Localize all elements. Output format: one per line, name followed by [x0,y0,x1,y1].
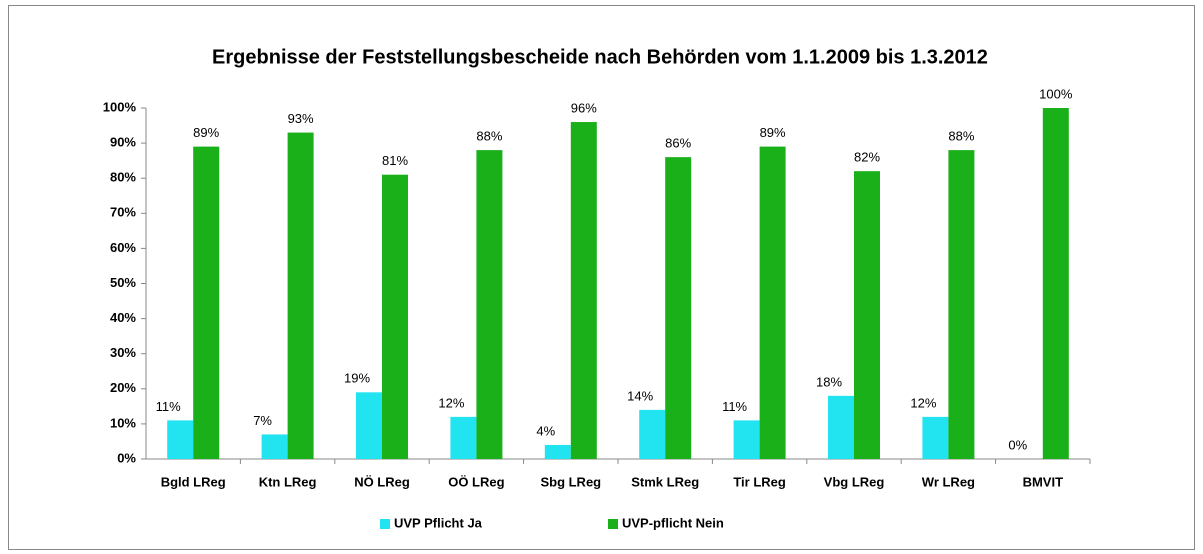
data-label: 18% [816,374,842,389]
data-label: 12% [438,395,464,410]
x-tick-label: Stmk LReg [631,474,699,489]
x-tick-label: Bgld LReg [161,474,226,489]
data-label: 96% [571,100,597,115]
bar [450,416,477,459]
x-tick-label: Tir LReg [733,474,786,489]
y-tick-label: 100% [103,99,137,114]
legend-label: UVP-pflicht Nein [622,515,724,530]
x-tick-label: Wr LReg [922,474,975,489]
bar [733,420,760,459]
legend-swatch [608,519,618,529]
bar [193,146,220,460]
data-label: 11% [156,399,181,414]
bar [759,146,786,460]
y-tick-label: 60% [110,240,136,255]
x-tick-label: Sbg LReg [540,474,601,489]
bar [1042,108,1069,459]
data-label: 19% [344,371,370,386]
data-label: 89% [760,125,786,140]
y-tick-label: 20% [110,380,136,395]
bar [948,150,975,459]
y-tick-label: 90% [110,135,136,150]
data-label: 89% [193,125,219,140]
bar [356,392,382,459]
y-tick-label: 0% [117,450,136,465]
data-label: 93% [288,111,314,126]
chart-title: Ergebnisse der Feststellungsbescheide na… [212,46,988,68]
data-label: 12% [910,395,936,410]
x-tick-label: NÖ LReg [354,474,410,489]
bar [544,444,571,459]
data-label: 81% [382,153,408,168]
bar [476,150,503,459]
bar [854,171,880,459]
bar [570,122,597,459]
data-label: 0% [1008,437,1027,452]
y-tick-label: 50% [110,275,136,290]
data-label: 7% [253,413,272,428]
x-tick-label: Vbg LReg [824,474,885,489]
y-tick-label: 70% [110,205,136,220]
data-label: 88% [948,129,974,144]
data-label: 14% [627,388,653,403]
legend-label: UVP Pflicht Ja [394,515,483,530]
x-tick-label: OÖ LReg [448,474,504,489]
x-tick-label: Ktn LReg [259,474,317,489]
y-tick-label: 80% [110,170,136,185]
bar [261,434,288,459]
data-label: 82% [854,150,880,165]
chart-frame [8,5,1195,550]
y-tick-label: 40% [110,310,136,325]
y-tick-label: 10% [110,415,136,430]
legend-swatch [380,519,390,529]
bar [665,157,692,459]
bar [382,174,408,459]
data-label: 4% [536,423,555,438]
y-tick-label: 30% [110,345,136,360]
x-tick-label: BMVIT [1023,474,1064,489]
data-label: 100% [1039,86,1073,101]
bar [167,420,194,459]
bar [287,132,314,459]
data-label: 88% [476,129,502,144]
bar [922,416,949,459]
data-label: 86% [665,136,691,151]
bar [639,409,666,459]
data-label: 11% [722,399,747,414]
bar [828,395,854,459]
